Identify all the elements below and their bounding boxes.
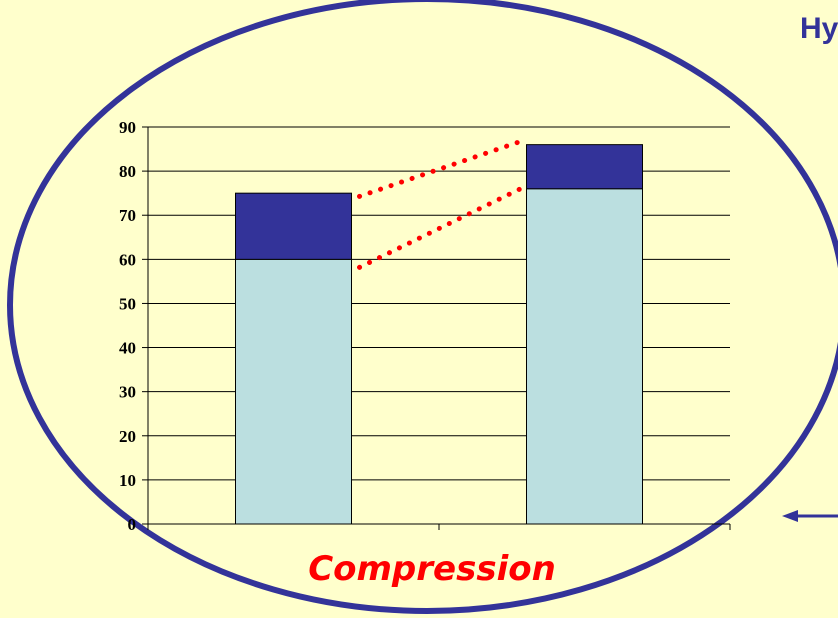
axes: [147, 127, 731, 530]
bars: [235, 144, 643, 525]
chart-plot-area: 0 10 20 30 40 50 60 70 80 90: [119, 118, 731, 534]
left-arrow-icon: [782, 510, 838, 522]
bar-segment: [526, 144, 643, 190]
y-tick-label: 20: [119, 427, 136, 446]
connector-lines: [357, 138, 523, 270]
y-tick-label: 60: [119, 250, 136, 269]
y-tick-label: 30: [119, 383, 136, 402]
bar-segment: [235, 258, 352, 525]
y-tick-label: 90: [119, 118, 136, 137]
bar-segment: [526, 188, 643, 525]
connector-line: [357, 186, 523, 270]
y-tick-label: 80: [119, 162, 136, 181]
y-tick-labels: 0 10 20 30 40 50 60 70 80 90: [119, 118, 136, 534]
y-tick-label: 0: [128, 515, 137, 534]
y-tick-label: 40: [119, 339, 136, 358]
bar-segment: [235, 192, 352, 260]
y-tick-label: 70: [119, 206, 136, 225]
caption-text: Compression: [308, 549, 556, 589]
y-tick-label: 10: [119, 471, 136, 490]
slide-title: Hy: [800, 12, 838, 45]
y-tick-label: 50: [119, 294, 136, 313]
